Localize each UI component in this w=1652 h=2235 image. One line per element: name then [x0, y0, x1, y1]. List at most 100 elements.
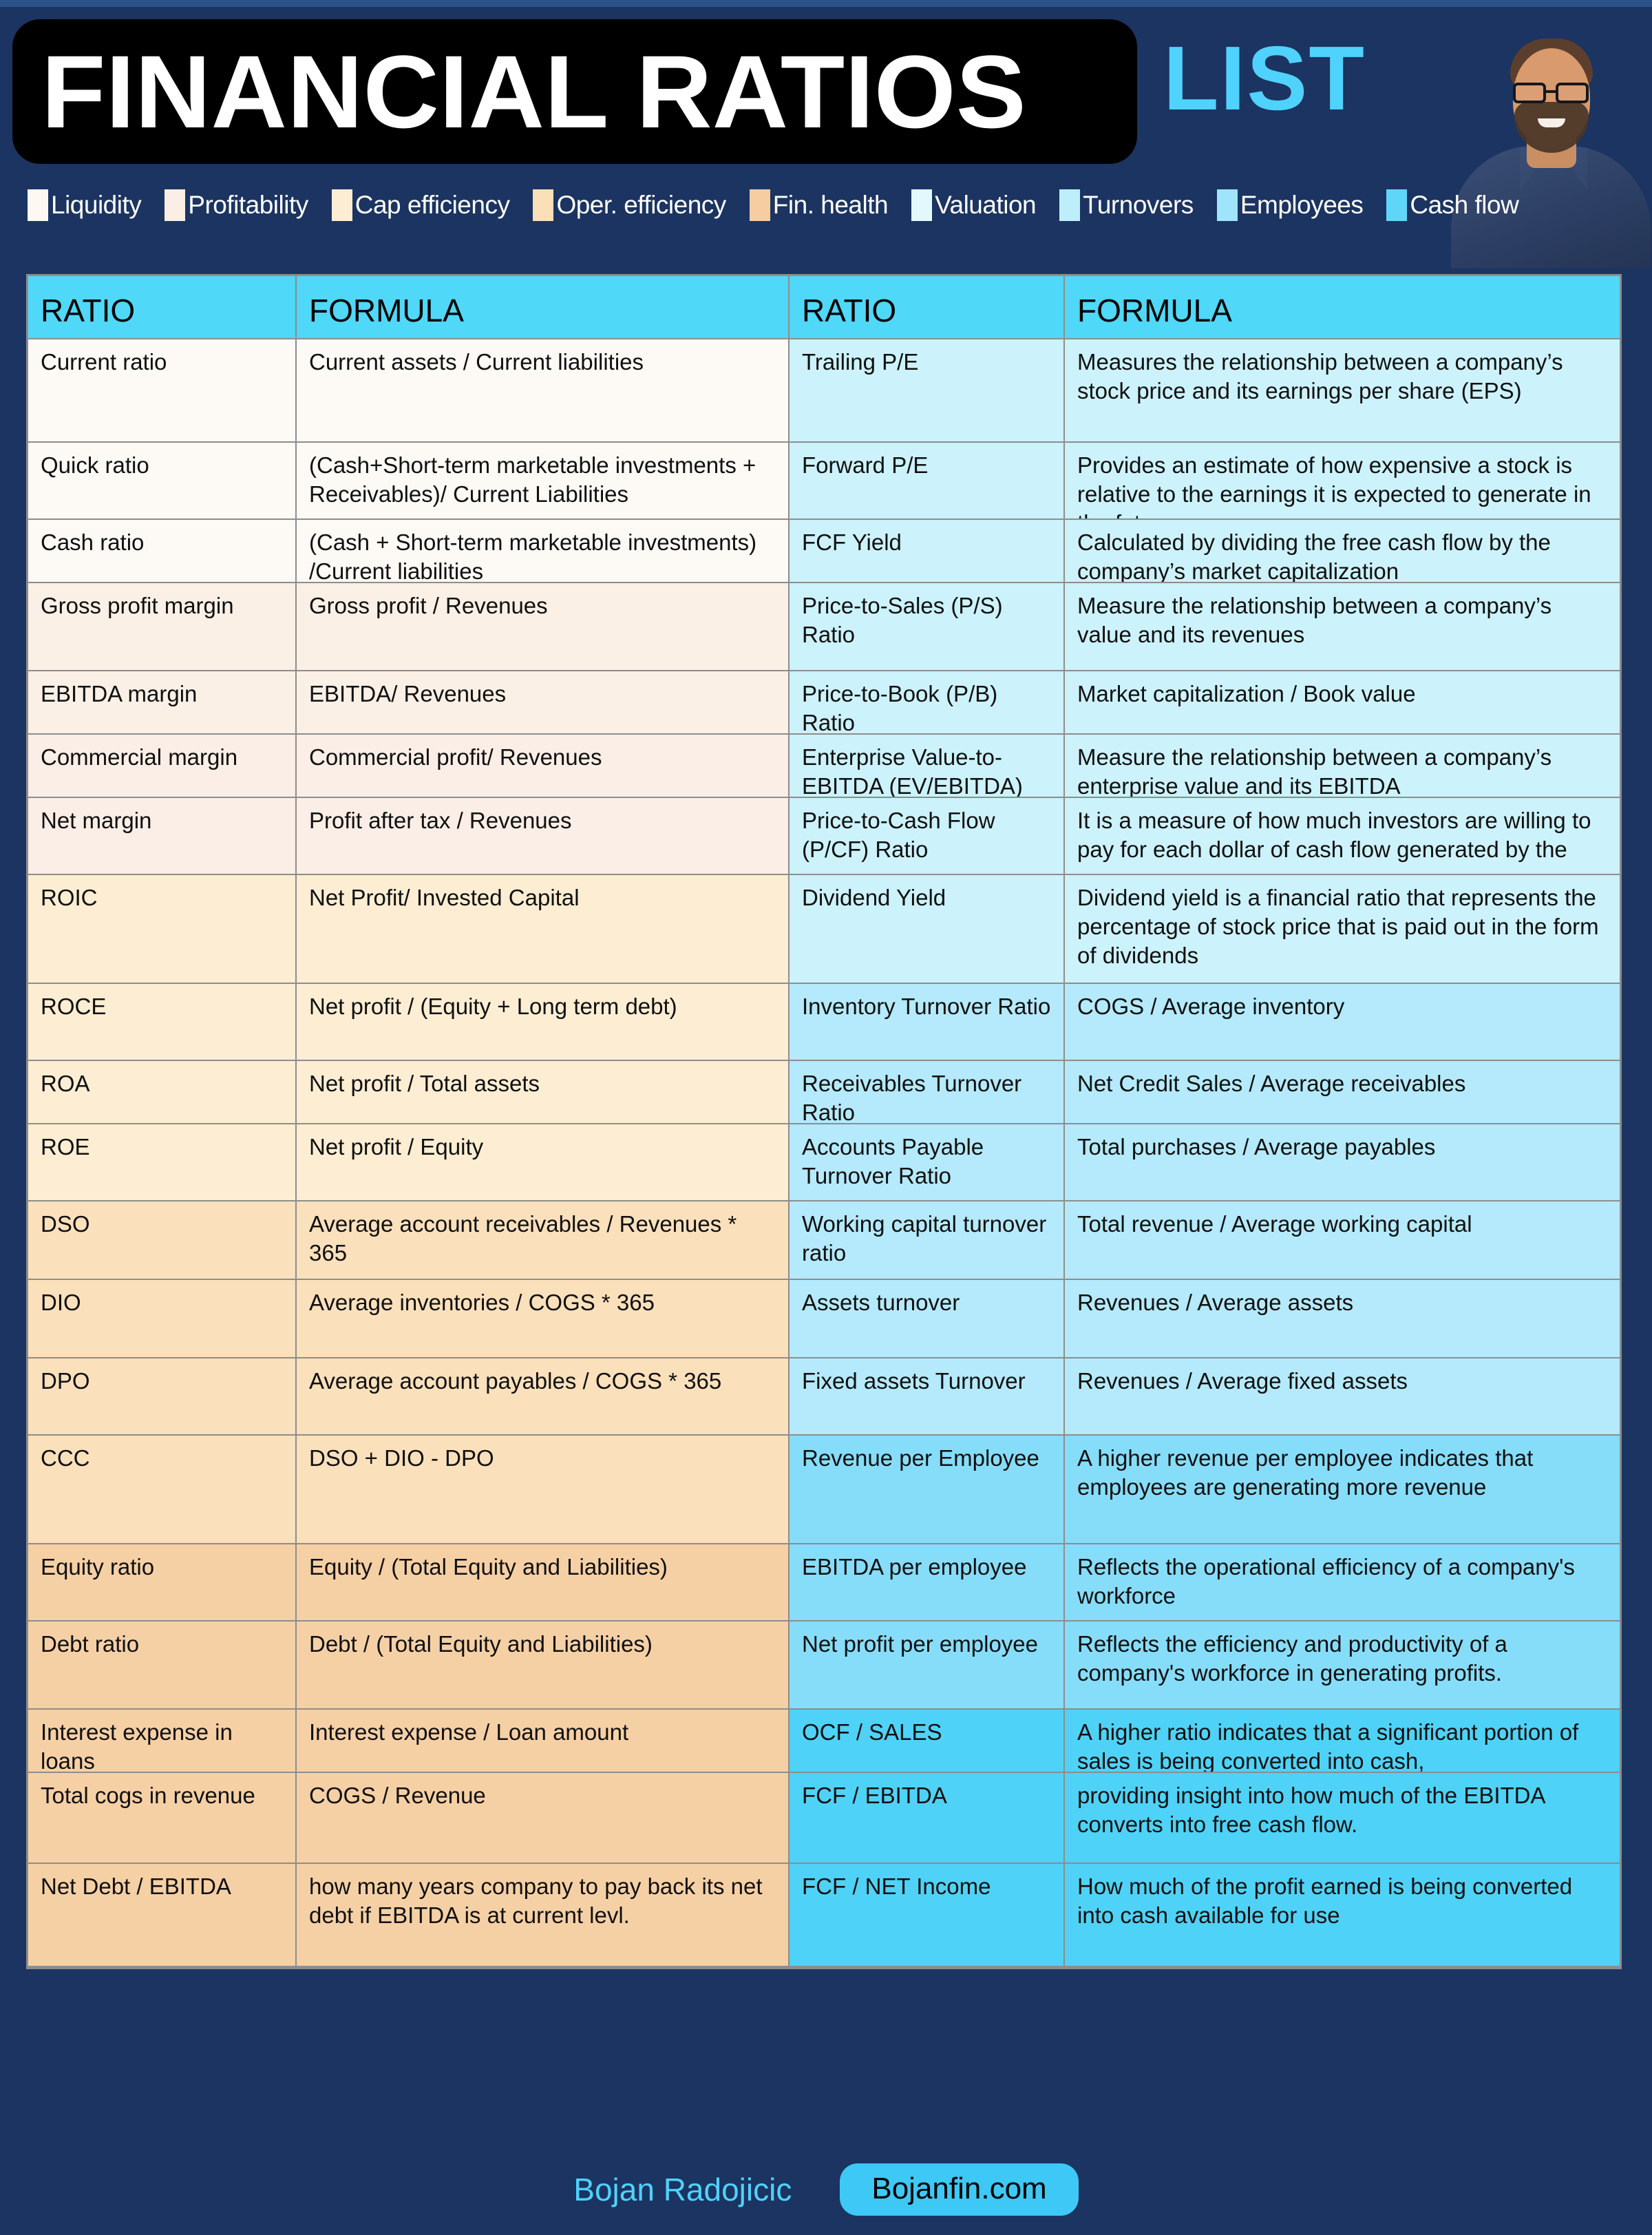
formula-cell: Equity / (Total Equity and Liabilities)	[297, 1544, 790, 1622]
table-row: Price-to-Cash Flow (P/CF) Ratio It is a m…	[790, 798, 1620, 875]
table-row: Quick ratio (Cash+Short-term marketable i…	[28, 443, 790, 520]
ratio-name-cell: Fixed assets Turnover	[790, 1358, 1065, 1436]
legend-item: Liquidity	[28, 189, 142, 221]
formula-cell: Total purchases / Average payables	[1065, 1124, 1620, 1202]
table-row: CCC DSO + DIO - DPO	[28, 1436, 790, 1544]
legend-item: Cap efficiency	[331, 189, 510, 221]
table-row: Interest expense in loans Interest expens…	[28, 1710, 790, 1773]
formula-cell: Reflects the efficiency and productivity…	[1065, 1622, 1620, 1710]
ratio-name-cell: ROIC	[28, 875, 297, 984]
table-row: ROIC Net Profit/ Invested Capital	[28, 875, 790, 984]
table-row: Gross profit margin Gross profit / Revenu…	[28, 583, 790, 671]
legend-item-label: Cash flow	[1410, 191, 1519, 219]
table-row: Net margin Profit after tax / Revenues	[28, 798, 790, 875]
website-button[interactable]: Bojanfin.com	[840, 2163, 1079, 2216]
ratio-name-cell: ROA	[28, 1061, 297, 1124]
formula-cell: Total revenue / Average working capital	[1065, 1202, 1620, 1280]
ratio-name-cell: Current ratio	[28, 339, 297, 443]
table-row: Fixed assets Turnover Revenues / Average …	[790, 1358, 1620, 1436]
glasses-icon	[1512, 83, 1591, 103]
ratio-name-cell: Assets turnover	[790, 1280, 1065, 1358]
ratio-name-cell: Inventory Turnover Ratio	[790, 984, 1065, 1061]
table-row: Enterprise Value-to-EBITDA (EV/EBITDA) Me…	[790, 735, 1620, 798]
ratio-name-cell: Net margin	[28, 798, 297, 875]
ratio-name-cell: Interest expense in loans	[28, 1710, 297, 1773]
table-row: OCF / SALES A higher ratio indicates that…	[790, 1710, 1620, 1773]
ratio-name-cell: Quick ratio	[28, 443, 297, 520]
author-portrait-icon	[1446, 0, 1652, 269]
legend-item: Cash flow	[1386, 189, 1519, 221]
table-row: FCF / NET Income How much of the profit e…	[790, 1864, 1620, 1967]
ratio-name-cell: Forward P/E	[790, 443, 1065, 520]
ratio-name-cell: EBITDA margin	[28, 671, 297, 735]
legend-item-label: Valuation	[935, 191, 1037, 219]
formula-cell: DSO + DIO - DPO	[297, 1436, 790, 1544]
legend-item-label: Liquidity	[51, 191, 142, 219]
formula-cell: Net profit / (Equity + Long term debt)	[297, 984, 790, 1061]
formula-cell: Net Credit Sales / Average receivables	[1065, 1061, 1620, 1124]
ratio-name-cell: Price-to-Sales (P/S) Ratio	[790, 583, 1065, 671]
table-row: Assets turnover Revenues / Average assets	[790, 1280, 1620, 1358]
table-row: FCF Yield Calculated by dividing the free…	[790, 520, 1620, 583]
column-header-formula-right: FORMULA	[1065, 276, 1620, 339]
formula-cell: A higher revenue per employee indicates …	[1065, 1436, 1620, 1544]
ratios-table: RATIO FORMULA Current ratio Current asset…	[26, 274, 1622, 1969]
legend-color-swatch	[911, 189, 933, 221]
formula-cell: Net Profit/ Invested Capital	[297, 875, 790, 984]
table-row: Net Debt / EBITDA how many years company …	[28, 1864, 790, 1967]
formula-cell: Reflects the operational efficiency of a…	[1065, 1544, 1620, 1622]
ratio-name-cell: OCF / SALES	[790, 1710, 1065, 1773]
ratio-name-cell: Cash ratio	[28, 520, 297, 583]
ratio-name-cell: EBITDA per employee	[790, 1544, 1065, 1622]
formula-cell: Net profit / Equity	[297, 1124, 790, 1202]
formula-cell: Calculated by dividing the free cash flo…	[1065, 520, 1620, 583]
ratio-name-cell: Dividend Yield	[790, 875, 1065, 984]
formula-cell: Dividend yield is a financial ratio that…	[1065, 875, 1620, 984]
table-row: Price-to-Book (P/B) Ratio Market capitali…	[790, 671, 1620, 735]
ratio-name-cell: Debt ratio	[28, 1622, 297, 1710]
table-row: Inventory Turnover Ratio COGS / Average i…	[790, 984, 1620, 1061]
formula-cell: (Cash + Short-term marketable investment…	[297, 520, 790, 583]
table-row: DPO Average account payables / COGS * 365	[28, 1358, 790, 1436]
table-row: Receivables Turnover Ratio Net Credit Sal…	[790, 1061, 1620, 1124]
ratio-name-cell: Price-to-Cash Flow (P/CF) Ratio	[790, 798, 1065, 875]
formula-cell: Current assets / Current liabilities	[297, 339, 790, 443]
table-row: ROE Net profit / Equity	[28, 1124, 790, 1202]
title-plate: FINANCIAL RATIOS	[12, 19, 1137, 164]
table-row: EBITDA margin EBITDA/ Revenues	[28, 671, 790, 735]
formula-cell: (Cash+Short-term marketable investments …	[297, 443, 790, 520]
legend-color-swatch	[1386, 189, 1408, 221]
legend-color-swatch	[749, 189, 770, 221]
ratio-name-cell: Total cogs in revenue	[28, 1773, 297, 1864]
legend-color-swatch	[165, 189, 186, 221]
title-accent: LIST	[1163, 28, 1366, 129]
ratio-name-cell: FCF Yield	[790, 520, 1065, 583]
ratio-name-cell: Revenue per Employee	[790, 1436, 1065, 1544]
formula-cell: Average account payables / COGS * 365	[297, 1358, 790, 1436]
table-row: Accounts Payable Turnover Ratio Total pur…	[790, 1124, 1620, 1202]
table-row: Total cogs in revenue COGS / Revenue	[28, 1773, 790, 1864]
formula-cell: It is a measure of how much investors ar…	[1065, 798, 1620, 875]
table-header-row: RATIO FORMULA	[790, 276, 1620, 339]
ratio-name-cell: DPO	[28, 1358, 297, 1436]
formula-cell: Net profit / Total assets	[297, 1061, 790, 1124]
table-row: Current ratio Current assets / Current li…	[28, 339, 790, 443]
formula-cell: EBITDA/ Revenues	[297, 671, 790, 735]
ratio-name-cell: Receivables Turnover Ratio	[790, 1061, 1065, 1124]
formula-cell: Interest expense / Loan amount	[297, 1710, 790, 1773]
legend-item-label: Profitability	[188, 191, 308, 219]
ratio-name-cell: ROE	[28, 1124, 297, 1202]
legend-item-label: Fin. health	[772, 191, 889, 219]
legend-item: Oper. efficiency	[533, 189, 726, 221]
formula-cell: providing insight into how much of the E…	[1065, 1773, 1620, 1864]
formula-cell: Measure the relationship between a compa…	[1065, 583, 1620, 671]
table-row: Debt ratio Debt / (Total Equity and Liabi…	[28, 1622, 790, 1710]
formula-cell: Commercial profit/ Revenues	[297, 735, 790, 798]
formula-cell: Gross profit / Revenues	[297, 583, 790, 671]
legend-item-label: Employees	[1240, 191, 1364, 219]
formula-cell: Measure the relationship between a compa…	[1065, 735, 1620, 798]
table-row: Price-to-Sales (P/S) Ratio Measure the re…	[790, 583, 1620, 671]
ratio-name-cell: DIO	[28, 1280, 297, 1358]
legend-color-swatch	[1059, 189, 1081, 221]
table-right-block: RATIO FORMULA Trailing P/E Measures the r…	[790, 276, 1620, 1967]
